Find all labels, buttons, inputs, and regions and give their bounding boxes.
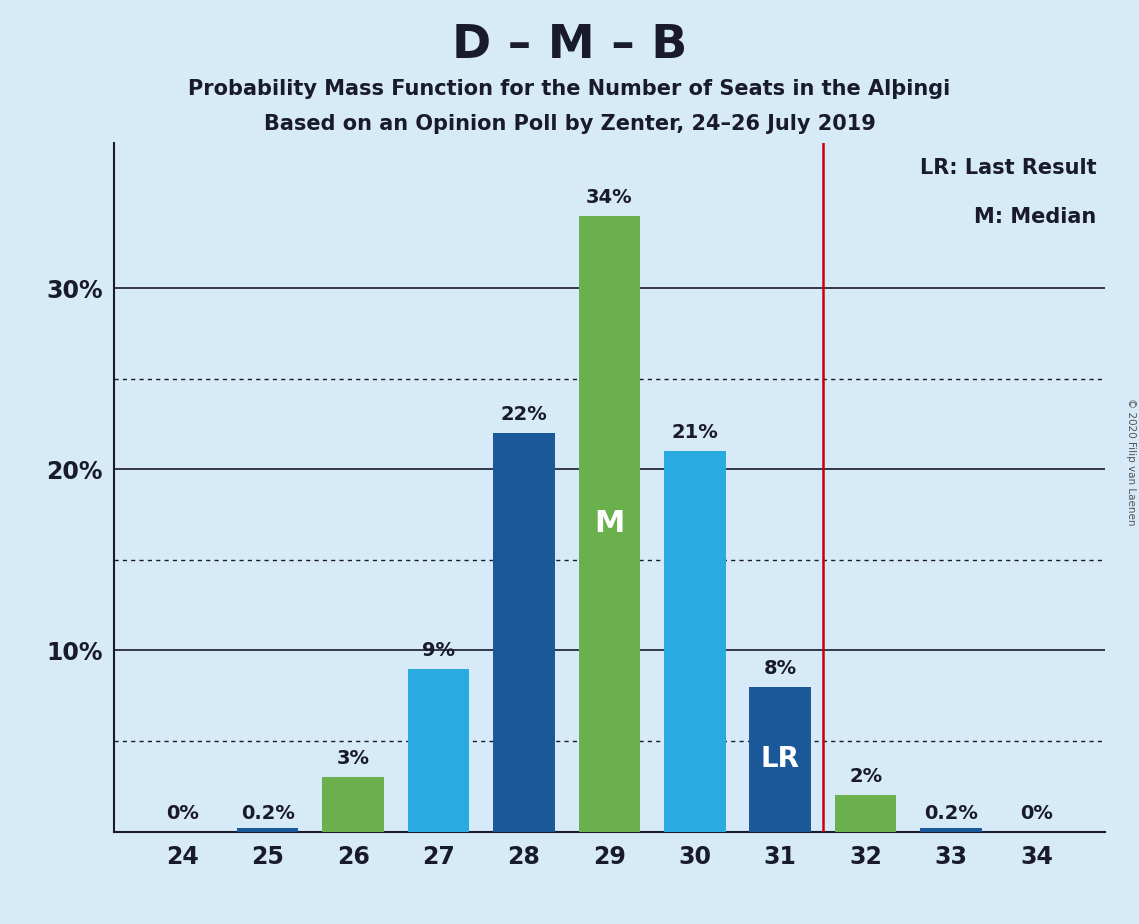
Text: 0%: 0% <box>166 804 198 822</box>
Text: 0.2%: 0.2% <box>924 804 978 822</box>
Text: 9%: 9% <box>423 640 454 660</box>
Text: M: M <box>595 509 624 538</box>
Text: M: Median: M: Median <box>974 207 1097 226</box>
Bar <box>408 669 469 832</box>
Text: 0.2%: 0.2% <box>240 804 295 822</box>
Text: 2%: 2% <box>849 767 883 786</box>
Bar <box>493 433 555 832</box>
Bar <box>749 687 811 832</box>
Bar <box>835 796 896 832</box>
Text: 0%: 0% <box>1021 804 1052 822</box>
Bar <box>664 451 726 832</box>
Text: LR: LR <box>761 745 800 773</box>
Text: 21%: 21% <box>671 423 719 442</box>
Bar <box>920 828 982 832</box>
Text: 3%: 3% <box>337 749 369 768</box>
Text: 34%: 34% <box>587 188 632 207</box>
Text: LR: Last Result: LR: Last Result <box>919 158 1097 177</box>
Text: Probability Mass Function for the Number of Seats in the Alþingi: Probability Mass Function for the Number… <box>188 79 951 99</box>
Bar <box>237 828 298 832</box>
Text: 22%: 22% <box>500 405 548 424</box>
Bar <box>322 777 384 832</box>
Text: 8%: 8% <box>763 659 797 677</box>
Text: © 2020 Filip van Laenen: © 2020 Filip van Laenen <box>1126 398 1136 526</box>
Bar <box>579 215 640 832</box>
Text: D – M – B: D – M – B <box>452 23 687 68</box>
Text: Based on an Opinion Poll by Zenter, 24–26 July 2019: Based on an Opinion Poll by Zenter, 24–2… <box>263 114 876 134</box>
